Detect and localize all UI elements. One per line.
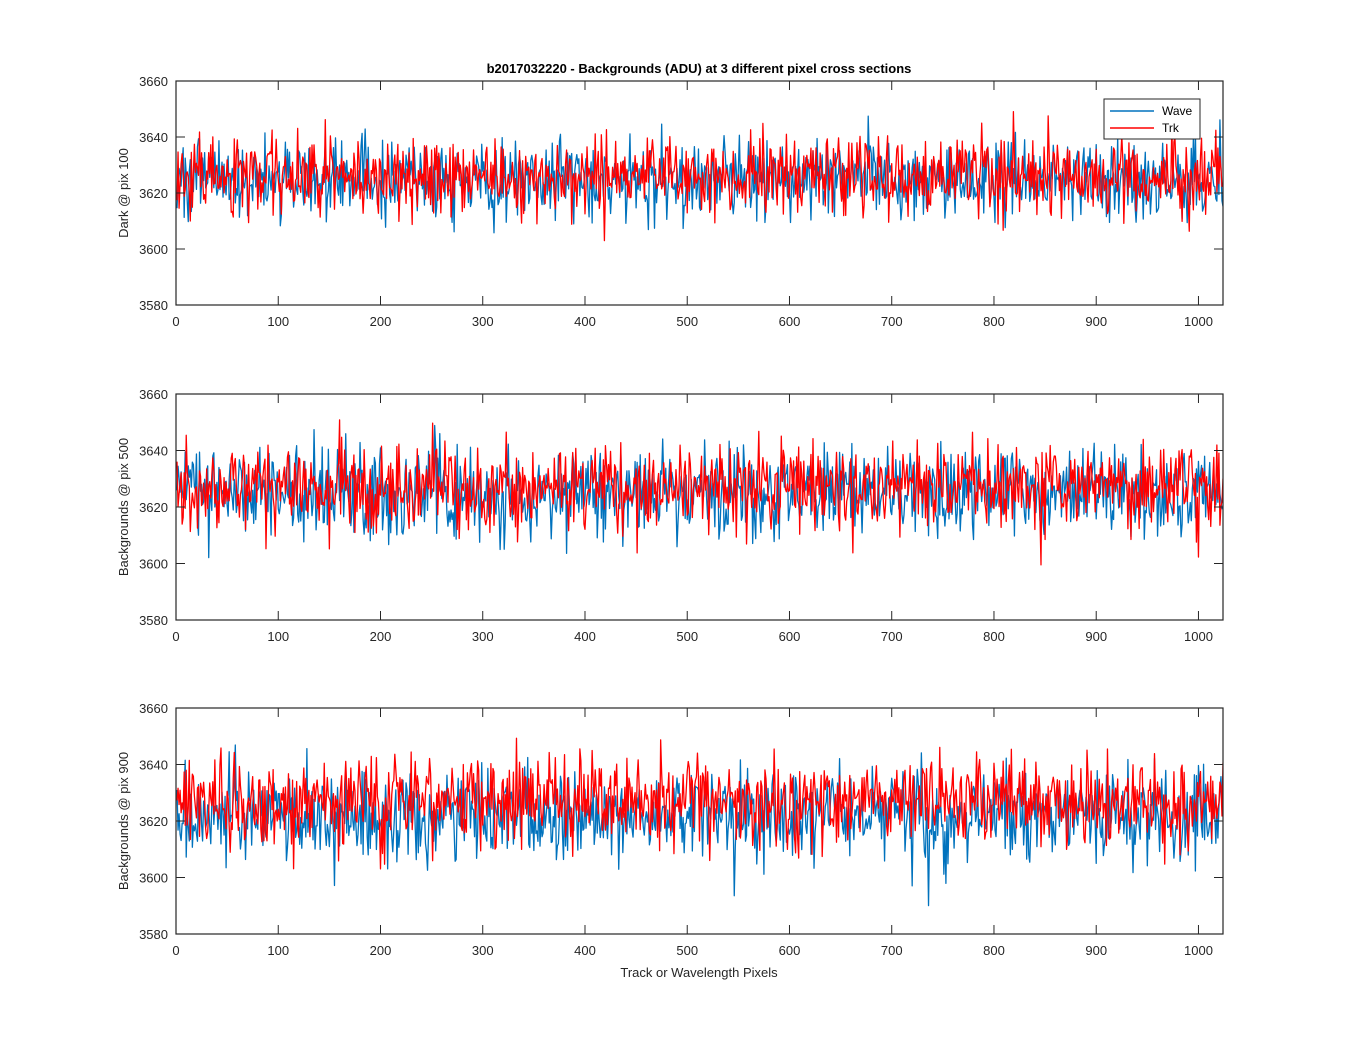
y-tick-label: 3580 xyxy=(139,927,168,942)
x-tick-label: 800 xyxy=(983,314,1005,329)
x-tick-label: 300 xyxy=(472,629,494,644)
x-tick-label: 600 xyxy=(779,314,801,329)
x-tick-label: 900 xyxy=(1085,943,1107,958)
legend-entry-trk: Trk xyxy=(1162,121,1180,135)
x-tick-label: 100 xyxy=(267,629,289,644)
y-tick-label: 3640 xyxy=(139,758,168,773)
x-tick-label: 0 xyxy=(172,629,179,644)
x-tick-label: 200 xyxy=(370,314,392,329)
x-tick-label: 1000 xyxy=(1184,314,1213,329)
subplot-3: 0 100 200 300 400 500 600 700 800 900 1000 3580 3600… xyxy=(116,701,1224,958)
x-tick-label: 200 xyxy=(370,629,392,644)
y-tick-label: 3660 xyxy=(139,74,168,89)
x-tick-label: 800 xyxy=(983,943,1005,958)
series-trk-line xyxy=(176,737,1223,870)
x-tick-label: 600 xyxy=(779,943,801,958)
figure-title: b2017032220 - Backgrounds (ADU) at 3 dif… xyxy=(487,61,912,76)
x-tick-label: 700 xyxy=(881,314,903,329)
y-tick-label: 3600 xyxy=(139,871,168,886)
y-axis-label: Backgrounds @ pix 900 xyxy=(116,752,131,890)
series-wave-line xyxy=(176,115,1223,234)
y-tick-label: 3640 xyxy=(139,444,168,459)
x-tick-label: 700 xyxy=(881,943,903,958)
x-tick-label: 400 xyxy=(574,943,596,958)
x-tick-label: 600 xyxy=(779,629,801,644)
x-tick-label: 300 xyxy=(472,314,494,329)
x-tick-label: 300 xyxy=(472,943,494,958)
legend: Wave Trk xyxy=(1103,98,1201,140)
y-axis-label: Dark @ pix 100 xyxy=(116,148,131,238)
subplot-1: 0 100 200 300 400 500 600 700 800 900 1000 3580 3600… xyxy=(116,74,1224,329)
series-trk-line xyxy=(176,419,1223,566)
x-tick-label: 900 xyxy=(1085,629,1107,644)
x-tick-label: 500 xyxy=(676,629,698,644)
x-tick-label: 1000 xyxy=(1184,629,1213,644)
y-tick-label: 3620 xyxy=(139,814,168,829)
y-tick-label: 3580 xyxy=(139,298,168,313)
x-tick-label: 0 xyxy=(172,943,179,958)
legend-box xyxy=(1103,98,1201,140)
y-tick-label: 3640 xyxy=(139,130,168,145)
y-tick-label: 3660 xyxy=(139,387,168,402)
x-tick-label: 900 xyxy=(1085,314,1107,329)
x-tick-label: 200 xyxy=(370,943,392,958)
x-tick-label: 500 xyxy=(676,943,698,958)
x-tick-label: 0 xyxy=(172,314,179,329)
legend-entry-wave: Wave xyxy=(1162,104,1193,118)
x-tick-label: 500 xyxy=(676,314,698,329)
x-tick-label: 400 xyxy=(574,314,596,329)
subplot-2: 0 100 200 300 400 500 600 700 800 900 1000 3580 3600… xyxy=(116,387,1224,644)
x-tick-label: 400 xyxy=(574,629,596,644)
y-axis-label: Backgrounds @ pix 500 xyxy=(116,438,131,576)
y-tick-label: 3600 xyxy=(139,557,168,572)
x-tick-label: 700 xyxy=(881,629,903,644)
y-tick-label: 3620 xyxy=(139,186,168,201)
x-tick-label: 800 xyxy=(983,629,1005,644)
y-tick-label: 3620 xyxy=(139,500,168,515)
x-axis-label: Track or Wavelength Pixels xyxy=(620,965,778,980)
series-trk-line xyxy=(176,111,1223,242)
subplots: 0 100 200 300 400 500 600 700 800 900 100035803600… xyxy=(116,74,1224,958)
x-tick-label: 1000 xyxy=(1184,943,1213,958)
x-tick-label: 100 xyxy=(267,943,289,958)
x-tick-label: 100 xyxy=(267,314,289,329)
y-tick-label: 3660 xyxy=(139,701,168,716)
y-tick-label: 3600 xyxy=(139,242,168,257)
y-tick-label: 3580 xyxy=(139,613,168,628)
